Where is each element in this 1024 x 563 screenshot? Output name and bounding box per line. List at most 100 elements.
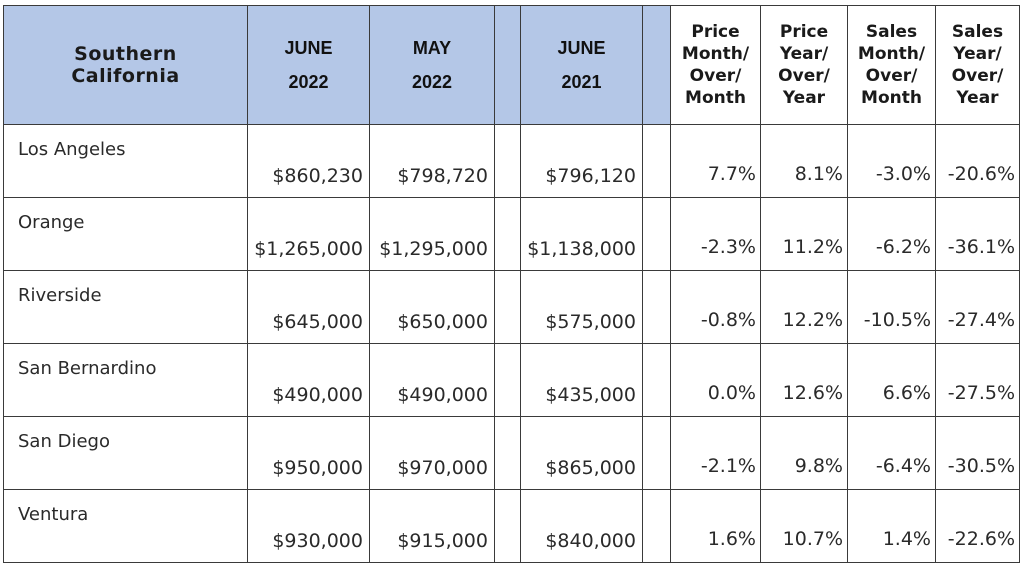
column-spacer xyxy=(642,489,671,563)
sales-yoy: -30.5% xyxy=(935,416,1020,490)
price-mom: 1.6% xyxy=(670,489,761,563)
column-spacer xyxy=(494,124,521,198)
table-row: Ventura $930,000 $915,000 $840,000 1.6% … xyxy=(3,489,1020,563)
county-name: Los Angeles xyxy=(3,124,248,198)
june-2021-price: $865,000 xyxy=(520,416,643,490)
column-spacer xyxy=(642,270,671,344)
may-2022-price: $490,000 xyxy=(369,343,495,417)
table-row: San Diego $950,000 $970,000 $865,000 -2.… xyxy=(3,416,1020,490)
header-line: Month/ xyxy=(857,44,926,64)
home-price-table: Southern California JUNE 2022 MAY 2022 J… xyxy=(3,5,1020,563)
june-2021-price: $1,138,000 xyxy=(520,197,643,271)
column-spacer xyxy=(494,489,521,563)
may-2022-price: $970,000 xyxy=(369,416,495,490)
sales-yoy: -36.1% xyxy=(935,197,1020,271)
header-line: Sales xyxy=(951,22,1004,42)
header-year: 2021 xyxy=(561,72,602,92)
sales-mom: -3.0% xyxy=(847,124,936,198)
header-line: Month xyxy=(861,88,922,108)
price-yoy: 12.6% xyxy=(760,343,848,417)
header-june-2022: JUNE 2022 xyxy=(247,5,370,125)
county-name: Ventura xyxy=(3,489,248,563)
sales-yoy: -27.4% xyxy=(935,270,1020,344)
header-month: JUNE xyxy=(284,38,333,58)
may-2022-price: $650,000 xyxy=(369,270,495,344)
sales-mom: -6.4% xyxy=(847,416,936,490)
price-yoy: 12.2% xyxy=(760,270,848,344)
header-line: Sales xyxy=(865,22,918,42)
header-month: MAY xyxy=(412,38,452,58)
sales-mom: -6.2% xyxy=(847,197,936,271)
column-spacer xyxy=(494,343,521,417)
june-2022-price: $930,000 xyxy=(247,489,370,563)
column-spacer xyxy=(494,270,521,344)
price-mom: -2.1% xyxy=(670,416,761,490)
header-sales-mom: Sales Month/ Over/ Month xyxy=(847,5,936,125)
header-line: Price xyxy=(779,22,829,42)
price-mom: 0.0% xyxy=(670,343,761,417)
sales-mom: 1.4% xyxy=(847,489,936,563)
sales-yoy: -27.5% xyxy=(935,343,1020,417)
price-yoy: 10.7% xyxy=(760,489,848,563)
header-line: Month xyxy=(685,88,746,108)
price-mom: -2.3% xyxy=(670,197,761,271)
price-yoy: 9.8% xyxy=(760,416,848,490)
sales-mom: 6.6% xyxy=(847,343,936,417)
june-2021-price: $840,000 xyxy=(520,489,643,563)
june-2021-price: $435,000 xyxy=(520,343,643,417)
june-2021-price: $575,000 xyxy=(520,270,643,344)
header-line: Month/ xyxy=(681,44,750,64)
column-spacer xyxy=(642,124,671,198)
header-spacer xyxy=(642,5,671,125)
column-spacer xyxy=(494,416,521,490)
june-2022-price: $1,265,000 xyxy=(247,197,370,271)
june-2022-price: $645,000 xyxy=(247,270,370,344)
header-line: Year xyxy=(956,88,999,108)
table-row: San Bernardino $490,000 $490,000 $435,00… xyxy=(3,343,1020,417)
header-region-line: Southern xyxy=(74,43,177,65)
may-2022-price: $915,000 xyxy=(369,489,495,563)
may-2022-price: $798,720 xyxy=(369,124,495,198)
price-mom: -0.8% xyxy=(670,270,761,344)
table-row: Los Angeles $860,230 $798,720 $796,120 7… xyxy=(3,124,1020,198)
column-spacer xyxy=(642,416,671,490)
header-region-line: California xyxy=(71,65,180,87)
june-2021-price: $796,120 xyxy=(520,124,643,198)
header-region: Southern California xyxy=(3,5,248,125)
price-yoy: 11.2% xyxy=(760,197,848,271)
county-name: San Bernardino xyxy=(3,343,248,417)
header-may-2022: MAY 2022 xyxy=(369,5,495,125)
sales-mom: -10.5% xyxy=(847,270,936,344)
june-2022-price: $860,230 xyxy=(247,124,370,198)
header-price-mom: Price Month/ Over/ Month xyxy=(670,5,761,125)
header-line: Over/ xyxy=(689,66,742,86)
header-line: Year xyxy=(782,88,826,108)
county-name: Riverside xyxy=(3,270,248,344)
header-line: Over/ xyxy=(951,66,1004,86)
header-year: 2022 xyxy=(411,72,453,92)
table-row: Orange $1,265,000 $1,295,000 $1,138,000 … xyxy=(3,197,1020,271)
header-spacer xyxy=(494,5,521,125)
column-spacer xyxy=(642,197,671,271)
price-yoy: 8.1% xyxy=(760,124,848,198)
column-spacer xyxy=(494,197,521,271)
june-2022-price: $490,000 xyxy=(247,343,370,417)
table-header-row: Southern California JUNE 2022 MAY 2022 J… xyxy=(3,5,1020,125)
table-row: Riverside $645,000 $650,000 $575,000 -0.… xyxy=(3,270,1020,344)
header-line: Over/ xyxy=(778,66,830,86)
price-mom: 7.7% xyxy=(670,124,761,198)
header-line: Year/ xyxy=(953,44,1002,64)
header-year: 2022 xyxy=(288,72,329,92)
header-june-2021: JUNE 2021 xyxy=(520,5,643,125)
header-month: JUNE xyxy=(557,38,606,58)
county-name: San Diego xyxy=(3,416,248,490)
may-2022-price: $1,295,000 xyxy=(369,197,495,271)
june-2022-price: $950,000 xyxy=(247,416,370,490)
header-line: Over/ xyxy=(865,66,918,86)
county-name: Orange xyxy=(3,197,248,271)
sales-yoy: -20.6% xyxy=(935,124,1020,198)
header-price-yoy: Price Year/ Over/ Year xyxy=(760,5,848,125)
column-spacer xyxy=(642,343,671,417)
header-sales-yoy: Sales Year/ Over/ Year xyxy=(935,5,1020,125)
sales-yoy: -22.6% xyxy=(935,489,1020,563)
